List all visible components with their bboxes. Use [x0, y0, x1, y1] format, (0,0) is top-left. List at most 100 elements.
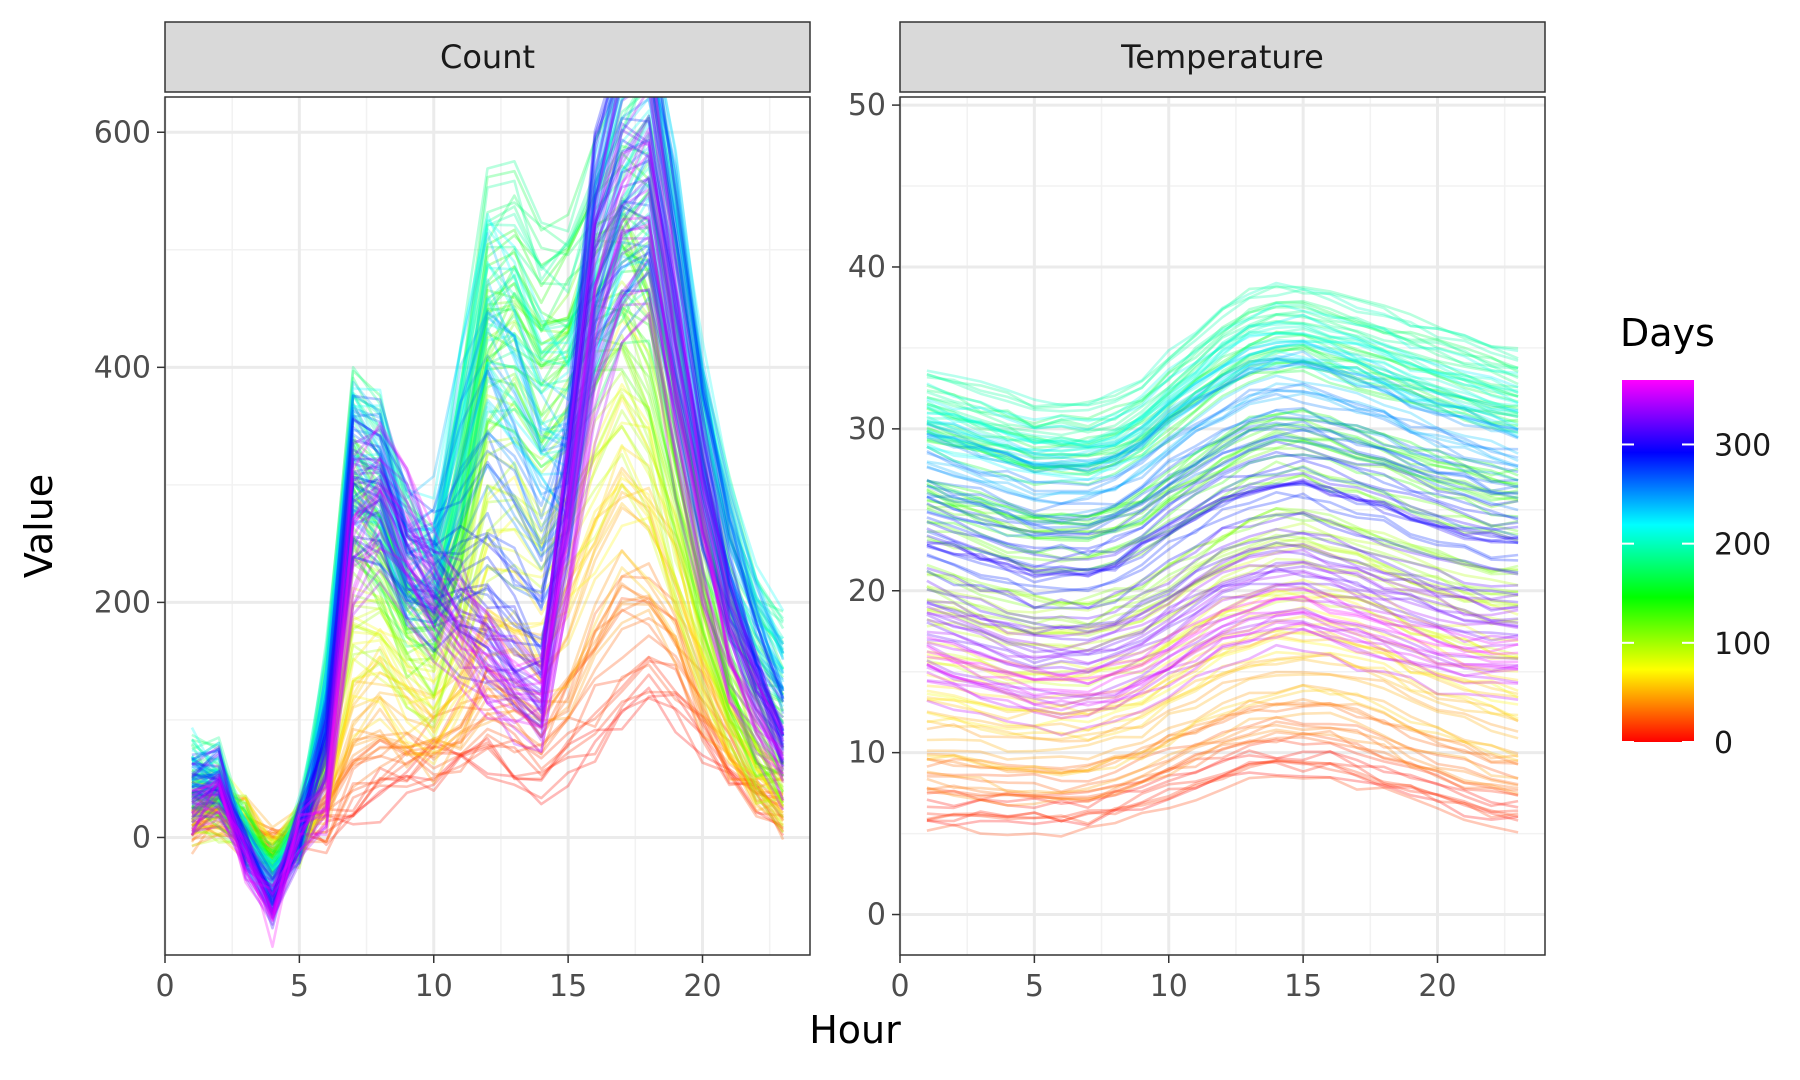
- series-line-day-43: [190, 608, 784, 861]
- series-line-day-5: [191, 696, 785, 850]
- series-line-day-153: [191, 268, 784, 860]
- y-tick-label: 0: [867, 898, 886, 933]
- series-line-day-219: [926, 349, 1519, 472]
- series-line-day-285: [926, 482, 1519, 584]
- series-line-day-29: [190, 616, 785, 855]
- series-line-day-59: [191, 471, 785, 861]
- series-line-day-205: [926, 325, 1519, 444]
- series-line-day-341: [191, 237, 785, 915]
- series-line-day-49: [926, 673, 1519, 753]
- series-line-day-199: [191, 246, 785, 870]
- series-line-day-11: [926, 738, 1519, 802]
- x-tick-label: 15: [549, 969, 587, 1004]
- series-line-day-295: [926, 480, 1519, 579]
- series-line-day-69: [191, 476, 784, 872]
- series-line-day-67: [926, 650, 1519, 736]
- series-line-day-261: [191, 97, 785, 905]
- series-line-day-311: [191, 175, 785, 919]
- series-line-day-187: [191, 97, 785, 866]
- series-line-day-13: [191, 659, 785, 855]
- x-tick-label: 5: [290, 969, 309, 1004]
- series-line-day-303: [191, 97, 785, 930]
- series-line-day-123: [191, 291, 784, 876]
- series-line-day-105: [926, 530, 1519, 626]
- series-line-day-117: [926, 447, 1519, 540]
- series-line-day-327: [926, 581, 1519, 674]
- series-line-day-199: [926, 320, 1519, 447]
- series-line-day-231: [926, 339, 1519, 455]
- series-line-day-233: [926, 358, 1519, 464]
- series-line-day-267: [926, 421, 1519, 527]
- series-line-day-197: [190, 134, 785, 880]
- series-line-day-87: [926, 591, 1519, 677]
- series-line-day-45: [926, 711, 1519, 795]
- series-line-day-237: [191, 146, 785, 876]
- series-line-day-47: [190, 490, 784, 851]
- colorbar-tick-label: 100: [1714, 627, 1771, 662]
- series-line-day-49: [191, 466, 785, 846]
- series-line-day-43: [926, 683, 1519, 761]
- series-line-day-259: [926, 436, 1519, 540]
- series-line-day-33: [926, 701, 1519, 774]
- series-line-day-335: [191, 97, 785, 914]
- series-line-day-365: [926, 595, 1519, 682]
- series-line-day-247: [191, 97, 785, 904]
- series-line-day-139: [926, 438, 1519, 543]
- series-line-day-311: [926, 510, 1519, 610]
- series-line-day-265: [926, 406, 1519, 514]
- series-line-day-123: [926, 428, 1519, 533]
- series-line-day-215: [926, 332, 1519, 449]
- series-line-day-331: [191, 192, 785, 888]
- series-line-day-281: [191, 271, 785, 896]
- series-line-day-351: [926, 621, 1519, 712]
- series-line-day-227: [191, 258, 785, 886]
- series-line-day-225: [191, 121, 785, 897]
- series-line-day-309: [191, 114, 785, 905]
- series-line-day-249: [926, 409, 1519, 518]
- series-line-day-175: [926, 333, 1519, 459]
- series-line-day-213: [191, 97, 785, 909]
- series-line-day-155: [191, 196, 785, 857]
- series-line-day-317: [926, 527, 1519, 620]
- series-line-day-285: [191, 138, 785, 906]
- y-tick-label: 0: [132, 820, 151, 855]
- series-line-day-245: [191, 97, 785, 907]
- series-line-day-149: [191, 244, 785, 857]
- series-line-day-81: [926, 585, 1519, 682]
- series-line-day-23: [191, 608, 784, 844]
- series-line-day-219: [191, 97, 785, 890]
- series-line-day-297: [191, 97, 785, 892]
- series-line-day-159: [191, 240, 785, 855]
- series-line-day-137: [926, 431, 1519, 540]
- series-line-day-119: [190, 224, 785, 866]
- series-line-day-69: [926, 593, 1519, 682]
- series-line-day-351: [190, 141, 785, 897]
- series-line-day-181: [926, 299, 1519, 431]
- series-line-day-55: [926, 630, 1519, 716]
- series-line-day-293: [926, 512, 1519, 610]
- y-tick-label: 10: [848, 736, 886, 771]
- series-line-day-279: [926, 453, 1519, 557]
- series-line-day-359: [191, 223, 785, 890]
- series-line-day-201: [926, 281, 1519, 407]
- series-line-day-269: [926, 419, 1519, 524]
- series-line-day-315: [191, 177, 785, 882]
- series-line-day-101: [926, 542, 1519, 638]
- series-line-day-213: [926, 301, 1519, 423]
- facet-strip: [899, 21, 1546, 93]
- series-line-day-317: [191, 214, 785, 880]
- series-line-day-189: [926, 284, 1519, 408]
- series-line-day-175: [190, 224, 785, 874]
- series-line-day-97: [191, 334, 784, 853]
- colorbar: [1622, 380, 1694, 742]
- series-line-day-71: [191, 516, 785, 857]
- facet-strip: [164, 21, 811, 93]
- series-line-day-157: [191, 252, 784, 873]
- series-line-day-143: [926, 417, 1519, 525]
- series-line-day-97: [926, 521, 1519, 614]
- series-line-day-277: [191, 97, 785, 901]
- legend: Days 0 100 200 300: [1620, 311, 1771, 761]
- series-line-day-251: [926, 359, 1519, 469]
